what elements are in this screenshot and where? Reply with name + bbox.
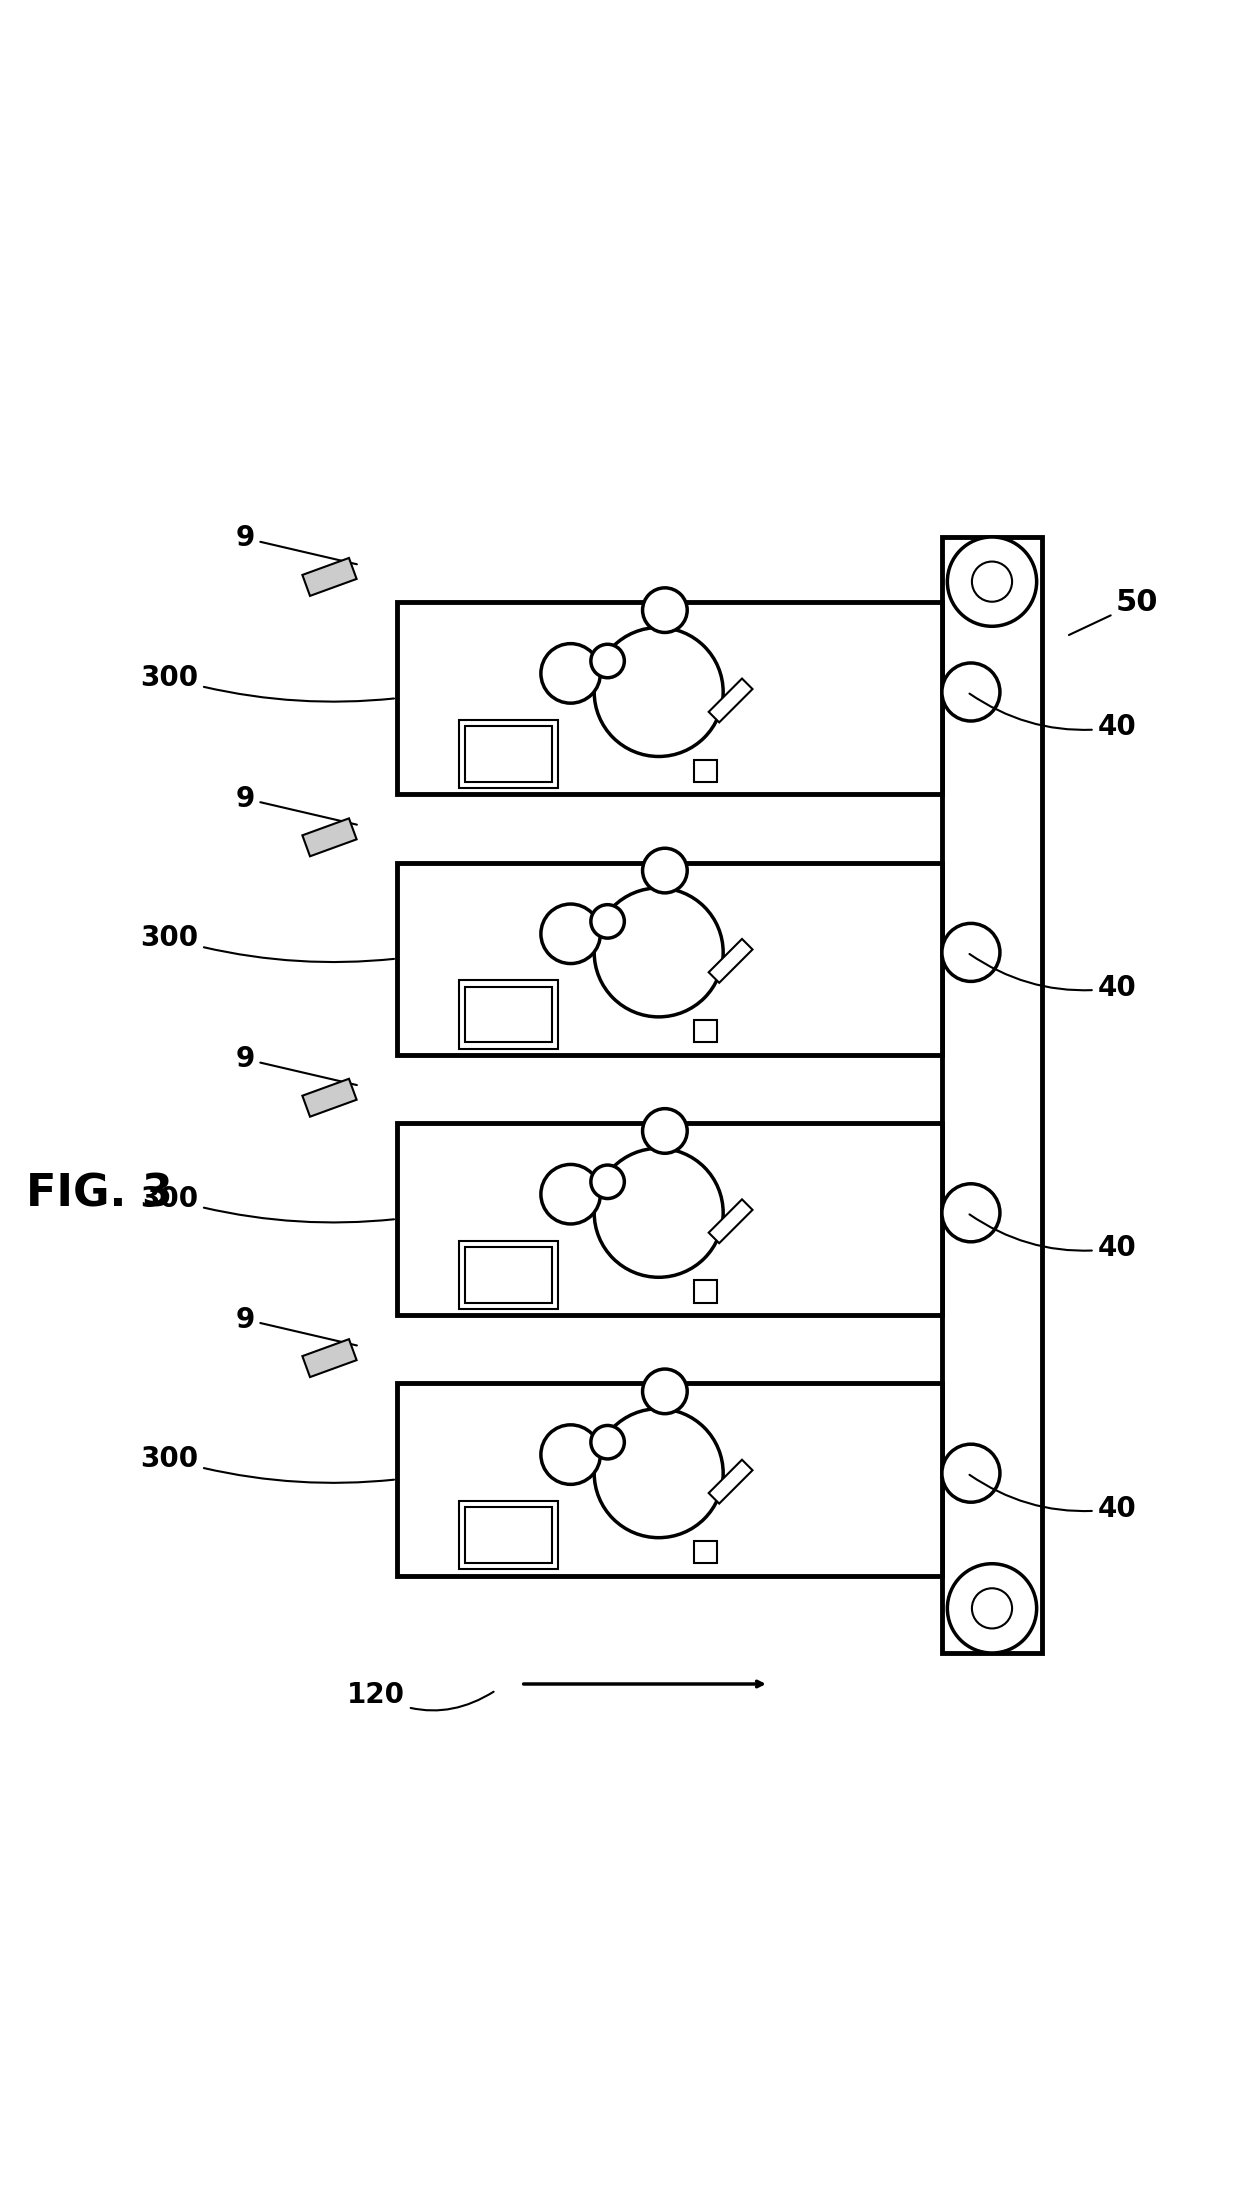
Text: 300: 300 (140, 664, 394, 701)
FancyBboxPatch shape (397, 1123, 942, 1316)
Text: 9: 9 (236, 1045, 357, 1084)
Text: 40: 40 (970, 1215, 1136, 1261)
Circle shape (594, 629, 723, 756)
Circle shape (942, 1443, 999, 1502)
Bar (709, 1200, 753, 1244)
FancyBboxPatch shape (694, 1542, 717, 1564)
Bar (709, 940, 753, 983)
FancyBboxPatch shape (465, 1507, 552, 1564)
Circle shape (642, 1108, 687, 1154)
Text: 9: 9 (236, 784, 357, 826)
FancyBboxPatch shape (397, 863, 942, 1056)
Bar (709, 1461, 753, 1505)
Circle shape (972, 561, 1012, 602)
Bar (709, 679, 753, 723)
FancyBboxPatch shape (459, 1242, 558, 1310)
Circle shape (642, 587, 687, 633)
FancyBboxPatch shape (465, 986, 552, 1042)
Text: 300: 300 (140, 1185, 394, 1222)
Text: 9: 9 (236, 1305, 357, 1345)
FancyBboxPatch shape (465, 1246, 552, 1303)
Circle shape (942, 664, 999, 721)
Circle shape (942, 924, 999, 981)
Circle shape (642, 1369, 687, 1415)
FancyBboxPatch shape (694, 760, 717, 782)
FancyBboxPatch shape (459, 981, 558, 1049)
Text: 40: 40 (970, 694, 1136, 742)
Circle shape (594, 1148, 723, 1277)
FancyBboxPatch shape (942, 537, 1042, 1653)
Circle shape (541, 1165, 600, 1224)
Bar (303, 819, 357, 856)
Text: 300: 300 (140, 1445, 394, 1483)
Circle shape (947, 1564, 1037, 1653)
Circle shape (591, 644, 625, 677)
FancyBboxPatch shape (694, 1021, 717, 1042)
Circle shape (942, 1185, 999, 1242)
Text: 50: 50 (1069, 589, 1158, 635)
Circle shape (594, 887, 723, 1016)
Circle shape (947, 537, 1037, 626)
Circle shape (541, 644, 600, 703)
FancyBboxPatch shape (694, 1281, 717, 1303)
Circle shape (594, 1408, 723, 1537)
Circle shape (642, 848, 687, 894)
Circle shape (541, 1426, 600, 1485)
Text: 40: 40 (970, 955, 1136, 1001)
Bar (303, 1338, 357, 1378)
Bar (303, 558, 357, 596)
FancyBboxPatch shape (397, 602, 942, 795)
Circle shape (591, 904, 625, 937)
Text: 120: 120 (347, 1680, 494, 1710)
Circle shape (541, 904, 600, 964)
Circle shape (591, 1426, 625, 1459)
Text: 40: 40 (970, 1474, 1136, 1522)
FancyBboxPatch shape (459, 1500, 558, 1570)
FancyBboxPatch shape (459, 721, 558, 788)
FancyBboxPatch shape (397, 1384, 942, 1575)
Text: FIG. 3: FIG. 3 (26, 1172, 172, 1215)
FancyBboxPatch shape (465, 727, 552, 782)
Text: 300: 300 (140, 924, 394, 961)
Circle shape (972, 1588, 1012, 1629)
Circle shape (591, 1165, 625, 1198)
Text: 9: 9 (236, 523, 357, 565)
Bar (303, 1080, 357, 1117)
